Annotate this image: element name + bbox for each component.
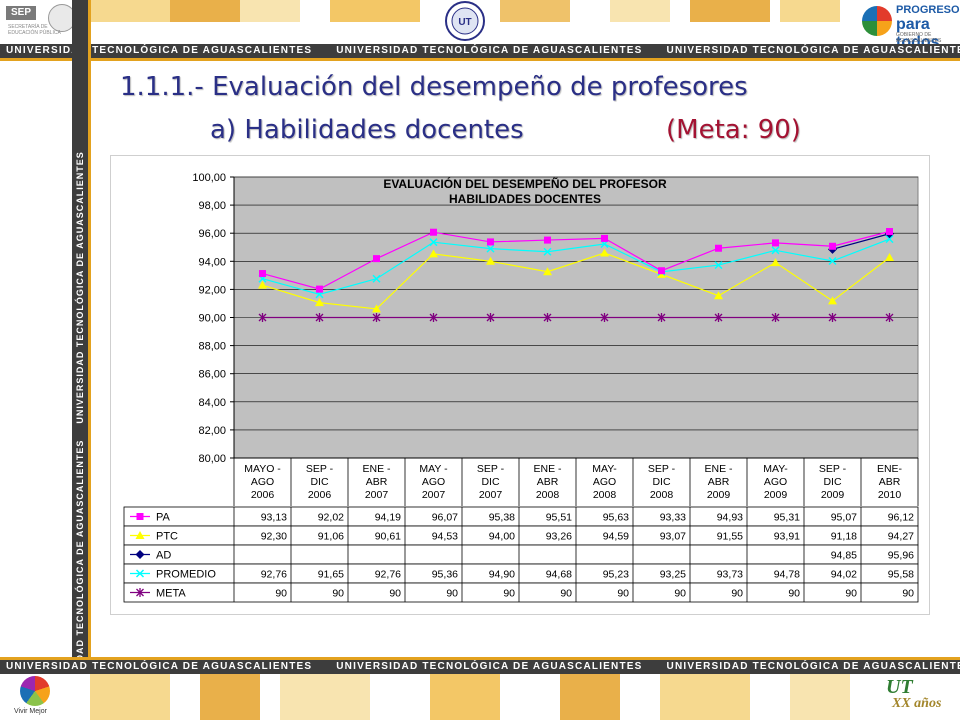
footer-decor — [660, 674, 750, 720]
footer-decor — [430, 674, 500, 720]
sep-logo-text: SEP — [6, 6, 36, 20]
header-decor — [780, 0, 840, 22]
vivir-mejor-logo: Vivir Mejor — [8, 676, 66, 720]
footer-decor — [560, 674, 620, 720]
slide-meta: (Meta: 90) — [666, 115, 801, 145]
xx-logo-text: UT — [886, 676, 913, 698]
vivir-mejor-flower-icon — [20, 676, 50, 706]
band-text: UNIVERSIDAD TECNOLÓGICA DE AGUASCALIENTE… — [666, 45, 960, 56]
header-decor — [610, 0, 670, 22]
header-decor — [170, 0, 240, 22]
progreso-para-todos-logo: PROGRESO para todos GOBIERNO DE AGUASCAL… — [858, 0, 960, 44]
uta-seal-icon: UT — [445, 1, 485, 41]
footer-decor — [280, 674, 370, 720]
vband-text: UNIVERSIDAD TECNOLÓGICA DE AGUASCALIENTE… — [75, 151, 85, 424]
progreso-line2: para todos — [896, 16, 940, 44]
progreso-flower-icon — [862, 6, 892, 36]
footer-decor — [90, 674, 170, 720]
mexico-seal-icon — [48, 4, 76, 32]
header-decor — [90, 0, 170, 22]
sep-logo: SEP SECRETARÍA DE EDUCACIÓN PÚBLICA — [2, 2, 80, 40]
band-text: UNIVERSIDAD TECNOLÓGICA DE AGUASCALIENTE… — [336, 661, 643, 672]
xx-logo-sub: XX años — [892, 696, 942, 711]
header-decor — [500, 0, 570, 22]
bottom-stripe — [0, 657, 960, 660]
footer-decor — [200, 674, 260, 720]
sep-subtitle: SECRETARÍA DE EDUCACIÓN PÚBLICA — [8, 24, 61, 36]
top-university-band: UNIVERSIDAD TECNOLÓGICA DE AGUASCALIENTE… — [0, 44, 960, 58]
left-stripe — [88, 0, 91, 720]
progreso-line3: GOBIERNO DE AGUASCALIENTES — [896, 32, 942, 44]
bottom-university-band: UNIVERSIDAD TECNOLÓGICA DE AGUASCALIENTE… — [0, 660, 960, 674]
band-text: UNIVERSIDAD TECNOLÓGICA DE AGUASCALIENTE… — [6, 661, 313, 672]
progreso-line1: PROGRESO — [896, 4, 960, 16]
svg-text:UT: UT — [458, 17, 471, 28]
band-text: UNIVERSIDAD TECNOLÓGICA DE AGUASCALIENTE… — [6, 45, 313, 56]
band-text: UNIVERSIDAD TECNOLÓGICA DE AGUASCALIENTE… — [666, 661, 960, 672]
left-university-band: UNIVERSIDAD TECNOLÓGICA DE AGUASCALIENTE… — [72, 0, 88, 720]
header-decor — [690, 0, 770, 22]
vivir-mejor-label: Vivir Mejor — [14, 708, 47, 715]
header-decor — [330, 0, 420, 22]
xx-anniversary-logo: UT XX años — [876, 676, 956, 720]
page-footer: Vivir Mejor UT XX años — [0, 674, 960, 720]
top-stripe — [0, 58, 960, 61]
slide-subtitle: a) Habilidades docentes — [210, 115, 524, 145]
band-text: UNIVERSIDAD TECNOLÓGICA DE AGUASCALIENTE… — [336, 45, 643, 56]
page-header: SEP SECRETARÍA DE EDUCACIÓN PÚBLICA UT P… — [0, 0, 960, 44]
chart-frame — [110, 155, 930, 615]
slide-title: 1.1.1.- Evaluación del desempeño de prof… — [120, 72, 748, 102]
header-decor — [240, 0, 300, 22]
footer-decor — [790, 674, 850, 720]
